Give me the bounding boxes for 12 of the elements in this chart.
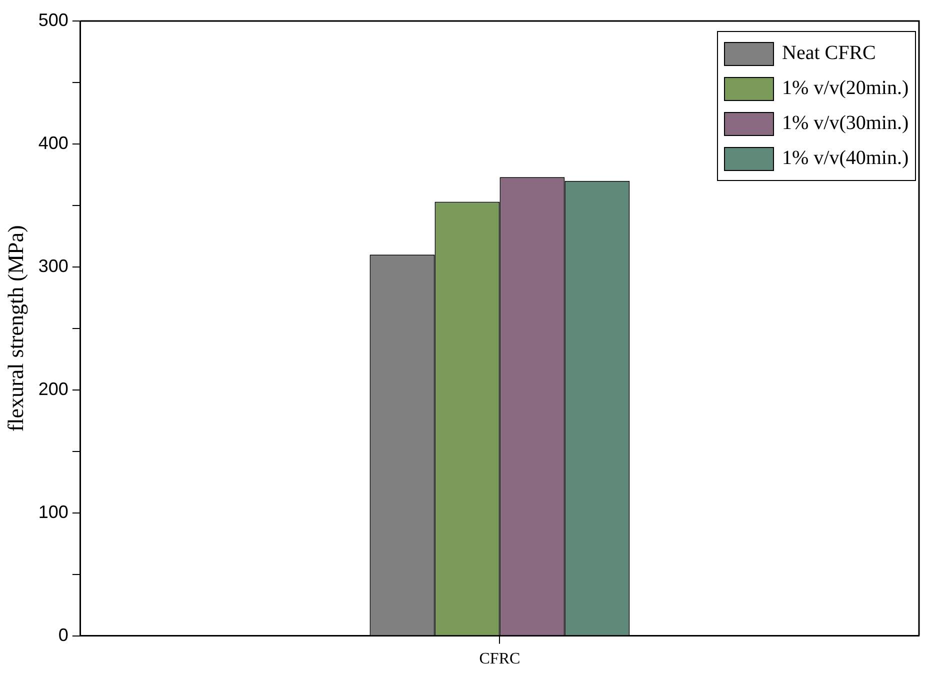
legend-label: 1% v/v(20min.)	[782, 77, 909, 100]
y-tick-label: 500	[38, 10, 68, 30]
x-tick-label: CFRC	[479, 650, 520, 668]
legend-label: Neat CFRC	[782, 42, 876, 65]
legend-label: 1% v/v(30min.)	[782, 112, 909, 135]
y-tick-label: 300	[38, 256, 68, 276]
y-tick-label: 100	[38, 502, 68, 522]
y-tick-label: 400	[38, 132, 68, 153]
y-tick-label: 200	[38, 378, 68, 399]
y-axis-title: flexural strength (MPa)	[2, 225, 28, 432]
legend-label: 1% v/v(40min.)	[782, 147, 909, 170]
y-tick-label: 0	[58, 624, 68, 645]
